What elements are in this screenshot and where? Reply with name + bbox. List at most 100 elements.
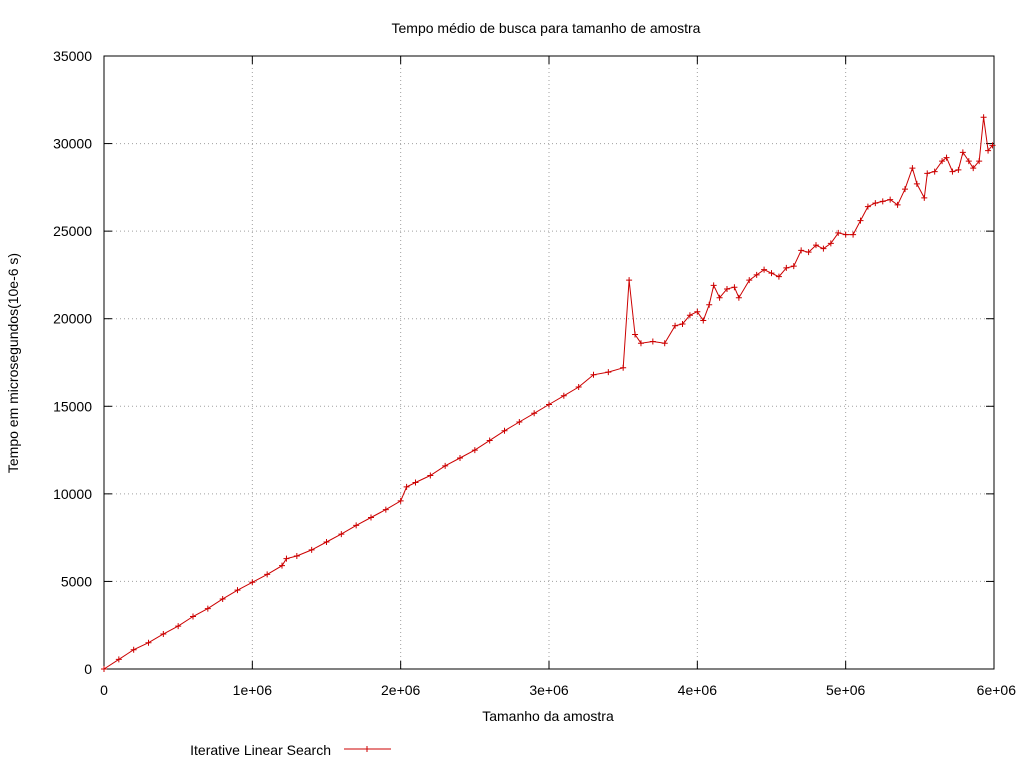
data-point <box>486 437 493 444</box>
data-point <box>130 646 137 653</box>
data-point <box>879 198 886 205</box>
grid-layer <box>104 56 994 669</box>
legend-series-marker <box>364 746 370 752</box>
data-point <box>842 231 849 238</box>
data-point <box>724 285 730 292</box>
data-point <box>190 613 196 620</box>
data-point <box>790 263 797 270</box>
data-point <box>970 165 977 172</box>
chart-title: Tempo médio de busca para tamanho de amo… <box>392 20 701 36</box>
tick-layer: 0 5000 10000 15000 20000 25000 30000 35000 0 1e+0… <box>53 48 1016 698</box>
data-point <box>234 587 241 594</box>
data-point <box>850 231 857 238</box>
data-point <box>887 196 894 203</box>
data-point <box>590 371 597 378</box>
data-point <box>746 277 753 284</box>
data-point <box>204 605 211 612</box>
y-axis-label: Tempo em microsegundos(10e-6 s) <box>5 253 21 473</box>
data-point <box>857 217 864 224</box>
data-point <box>827 240 834 247</box>
data-point <box>949 168 956 175</box>
data-point <box>679 320 686 327</box>
data-point <box>731 284 738 291</box>
data-point <box>368 514 374 521</box>
data-point <box>706 301 713 308</box>
data-point <box>575 384 582 391</box>
data-point <box>959 149 966 156</box>
data-point <box>768 270 775 277</box>
x-tick-label: 6e+06 <box>977 682 1017 698</box>
y-tick-label: 20000 <box>53 311 92 327</box>
data-point <box>943 154 950 161</box>
legend: Iterative Linear Search <box>190 742 391 758</box>
y-tick-label: 25000 <box>53 223 92 239</box>
data-point <box>902 186 908 193</box>
data-point <box>694 308 701 315</box>
data-point <box>864 203 871 210</box>
data-point <box>710 282 717 289</box>
data-point <box>820 245 827 252</box>
y-tick-label: 0 <box>84 661 92 677</box>
legend-marker-plus <box>364 746 370 752</box>
y-tick-label: 10000 <box>53 486 92 502</box>
data-point <box>264 571 271 578</box>
x-tick-label: 4e+06 <box>678 682 718 698</box>
data-point <box>101 666 107 672</box>
legend-series-label: Iterative Linear Search <box>190 742 331 758</box>
data-point <box>835 229 842 236</box>
data-point <box>976 158 983 165</box>
data-point <box>338 531 345 538</box>
data-point <box>626 277 633 284</box>
data-point <box>894 201 901 208</box>
data-point <box>546 401 552 408</box>
data-point <box>219 595 226 602</box>
data-point <box>985 147 992 154</box>
data-point <box>637 340 644 347</box>
x-tick-label: 0 <box>100 682 108 698</box>
data-point <box>761 266 768 273</box>
data-point <box>283 555 290 562</box>
data-point <box>427 472 434 479</box>
series-line <box>103 117 993 670</box>
data-point <box>457 454 463 461</box>
plot-frame <box>103 55 995 670</box>
data-point <box>160 630 167 637</box>
x-tick-label: 1e+06 <box>233 682 273 698</box>
data-point <box>323 539 330 546</box>
data-point <box>813 242 819 249</box>
data-point <box>649 338 656 345</box>
data-point <box>955 166 962 173</box>
y-tick-label: 5000 <box>61 573 92 589</box>
data-point <box>531 410 538 417</box>
data-point <box>775 273 782 280</box>
data-point <box>353 522 360 529</box>
y-tick-label: 15000 <box>53 398 92 414</box>
data-point <box>700 317 707 324</box>
data-point <box>293 553 300 560</box>
data-point <box>872 200 879 207</box>
x-tick-label: 2e+06 <box>381 682 421 698</box>
data-point <box>115 656 122 663</box>
y-tick-label: 30000 <box>53 136 92 152</box>
data-point <box>632 331 639 338</box>
data-point <box>913 180 920 187</box>
data-point <box>798 247 805 254</box>
data-point <box>716 294 723 301</box>
data-point <box>735 294 742 301</box>
data-point <box>516 419 523 426</box>
data-point <box>939 158 946 165</box>
data-point <box>145 639 152 646</box>
data-point <box>686 312 693 319</box>
data-point <box>931 168 938 175</box>
data-point <box>308 546 315 553</box>
data-point <box>382 506 389 513</box>
data-point <box>909 165 916 172</box>
y-tick-label: 35000 <box>53 48 92 64</box>
data-point <box>501 427 508 434</box>
data-point <box>249 579 256 586</box>
data-point <box>412 479 419 486</box>
data-point <box>620 364 627 371</box>
x-axis-label: Tamanho da amostra <box>482 708 614 724</box>
data-point <box>403 483 410 490</box>
